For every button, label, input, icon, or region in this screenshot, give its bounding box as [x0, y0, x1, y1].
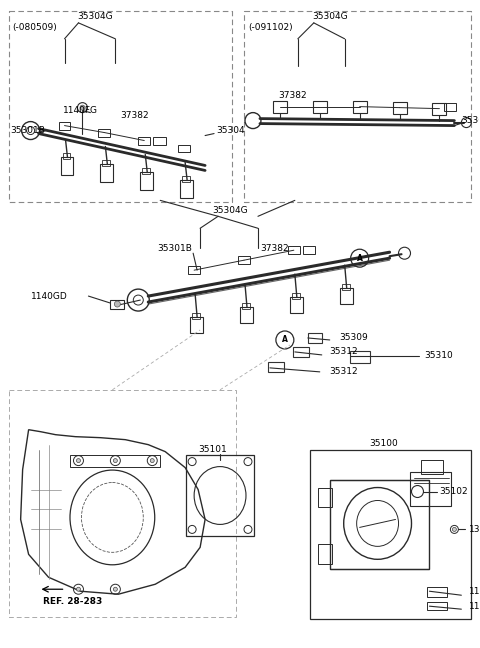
Text: (-080509): (-080509) [12, 23, 58, 32]
Text: 35310: 35310 [424, 351, 453, 360]
Bar [188, 266, 200, 274]
Bar [238, 256, 250, 264]
Circle shape [76, 587, 81, 591]
Text: 1140GD: 1140GD [31, 292, 67, 301]
Bar [182, 176, 190, 182]
Text: 35304G: 35304G [78, 12, 113, 21]
Circle shape [80, 105, 85, 110]
Text: 35102: 35102 [439, 487, 468, 496]
Text: 35301B: 35301B [11, 126, 46, 135]
Text: 35304G: 35304G [212, 206, 248, 215]
Bar [318, 487, 332, 507]
Text: 35312: 35312 [330, 367, 359, 376]
Bar [353, 100, 367, 113]
Bar [59, 122, 71, 130]
Bar [444, 102, 456, 111]
Bar [303, 246, 315, 254]
Bar [100, 165, 113, 182]
Bar [292, 293, 300, 299]
Bar [138, 137, 150, 145]
Bar [186, 455, 254, 537]
Bar [432, 102, 446, 115]
Text: 35312: 35312 [330, 347, 359, 356]
Bar [318, 544, 332, 564]
Text: 35309: 35309 [340, 334, 369, 342]
Text: A: A [357, 253, 362, 262]
Text: 35100: 35100 [370, 439, 398, 448]
Text: (-091102): (-091102) [248, 23, 293, 32]
Bar [242, 303, 250, 309]
Text: 37382: 37382 [260, 244, 288, 253]
Circle shape [113, 587, 117, 591]
Bar [421, 459, 444, 474]
Bar [350, 351, 370, 363]
Bar [153, 137, 166, 145]
Bar [428, 602, 447, 610]
Bar [178, 145, 190, 152]
Text: 35101: 35101 [199, 445, 228, 454]
Text: A: A [282, 336, 288, 345]
Bar [9, 390, 236, 617]
Text: 35304G: 35304G [312, 12, 348, 21]
Bar [102, 161, 110, 167]
Bar [110, 300, 124, 309]
Text: 1140FG: 1140FG [62, 106, 97, 115]
Text: 1123GY: 1123GY [469, 586, 480, 596]
Bar [428, 587, 447, 597]
Text: 35304: 35304 [461, 116, 480, 125]
Bar [342, 284, 350, 290]
Bar [313, 100, 327, 113]
Text: 1339GA: 1339GA [469, 525, 480, 534]
Bar [290, 297, 303, 313]
Bar [288, 246, 300, 254]
Bar [60, 157, 73, 176]
Bar [192, 313, 200, 319]
Circle shape [150, 459, 154, 463]
Bar [71, 455, 160, 467]
Bar [62, 154, 71, 159]
Bar [393, 102, 407, 113]
Bar [240, 307, 253, 323]
Bar [98, 128, 110, 137]
Bar [308, 333, 322, 343]
Text: REF. 28-283: REF. 28-283 [43, 597, 102, 606]
Bar [142, 168, 150, 174]
Bar [140, 172, 153, 191]
Circle shape [452, 527, 456, 531]
Bar [9, 11, 232, 202]
Bar [340, 288, 353, 304]
Circle shape [113, 459, 117, 463]
Text: 37382: 37382 [120, 111, 149, 120]
Bar [310, 450, 471, 619]
Text: 35304: 35304 [216, 126, 245, 135]
Bar [273, 100, 287, 113]
Bar [244, 11, 471, 202]
Bar [293, 347, 309, 357]
Text: 1123HA: 1123HA [469, 602, 480, 610]
Circle shape [76, 459, 81, 463]
Text: 35301B: 35301B [158, 244, 192, 253]
Bar [409, 472, 451, 507]
Circle shape [114, 301, 120, 307]
Bar [330, 480, 430, 570]
Bar [180, 180, 193, 198]
Bar [268, 362, 284, 372]
Bar [190, 317, 203, 333]
Text: 37382: 37382 [278, 91, 307, 100]
